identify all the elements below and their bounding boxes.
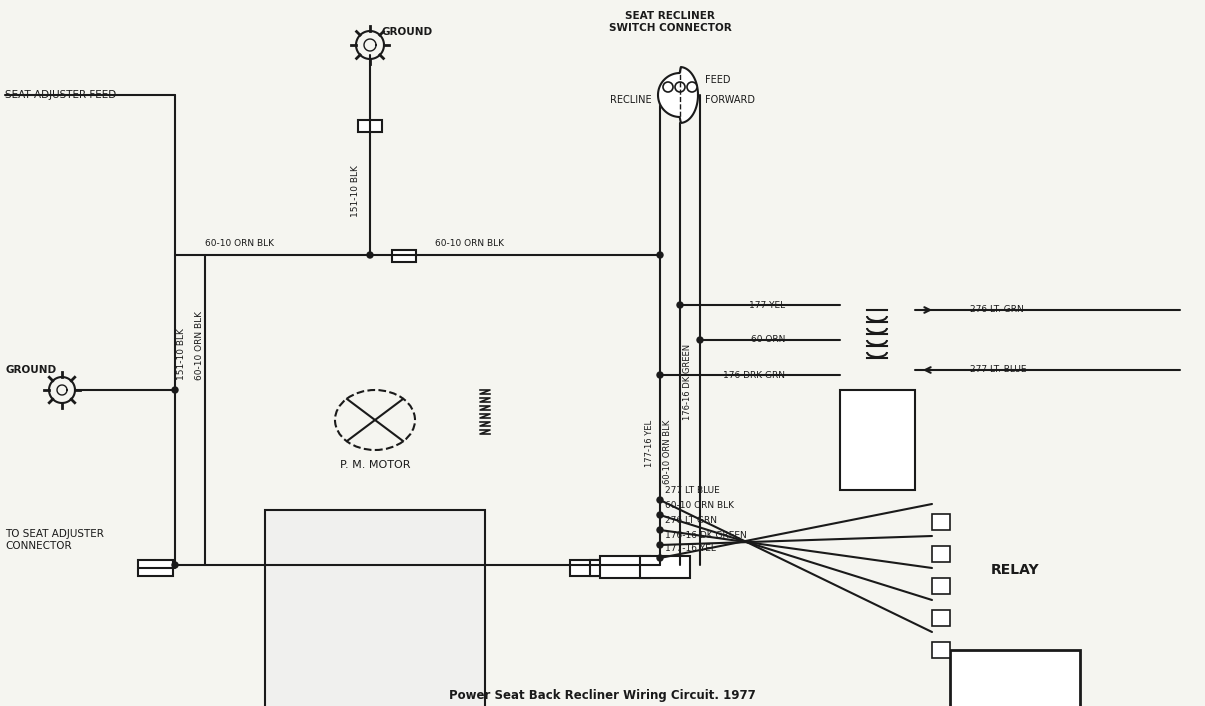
Bar [931,642,950,658]
Bar [265,510,484,706]
Circle shape [675,82,684,92]
Text: FEED: FEED [705,75,730,85]
Text: 60-10 ORN BLK: 60-10 ORN BLK [205,239,274,248]
Text: 151-10 BLK: 151-10 BLK [177,328,187,380]
Text: 60-10 ORN BLK: 60-10 ORN BLK [435,239,504,248]
Text: 151-10 BLK: 151-10 BLK [351,165,359,217]
Circle shape [368,252,374,258]
Text: 176-16 DK GREEN: 176-16 DK GREEN [665,531,747,540]
Bar [600,556,649,578]
Text: 276 LT GRN: 276 LT GRN [665,516,717,525]
Circle shape [657,372,663,378]
Bar [139,560,174,576]
Circle shape [696,337,703,343]
Circle shape [657,512,663,518]
Polygon shape [658,67,698,123]
Circle shape [663,82,674,92]
Circle shape [172,562,178,568]
Bar [931,578,950,594]
Circle shape [657,497,663,503]
Bar [570,560,600,576]
Text: SEAT ADJUSTER FEED: SEAT ADJUSTER FEED [5,90,116,100]
Text: RELAY: RELAY [991,563,1039,577]
Text: 177-16 YEL: 177-16 YEL [665,544,716,553]
Text: 176 DRK GRN: 176 DRK GRN [723,371,784,380]
Bar [640,556,690,578]
Text: GROUND: GROUND [5,365,57,375]
Text: Power Seat Back Recliner Wiring Circuit. 1977: Power Seat Back Recliner Wiring Circuit.… [448,688,756,702]
Bar [590,560,621,576]
Text: 277 LT. BLUE: 277 LT. BLUE [970,366,1027,374]
Text: 60-10 ORN BLK: 60-10 ORN BLK [664,420,672,484]
Text: FORWARD: FORWARD [705,95,756,105]
Text: P. M. MOTOR: P. M. MOTOR [340,460,410,470]
Text: RECLINE: RECLINE [611,95,652,105]
Text: SEAT RECLINER
SWITCH CONNECTOR: SEAT RECLINER SWITCH CONNECTOR [609,11,731,32]
Bar [840,390,915,490]
Text: 277 LT BLUE: 277 LT BLUE [665,486,719,495]
Text: 60-10 ORN BLK: 60-10 ORN BLK [665,501,734,510]
Text: 177-16 YEL: 177-16 YEL [646,420,654,467]
Text: 60-10 ORN BLK: 60-10 ORN BLK [195,311,205,380]
Text: 177 YEL: 177 YEL [748,301,784,309]
Circle shape [172,387,178,393]
Bar [931,546,950,562]
Text: 60 ORN: 60 ORN [751,335,784,345]
Text: 276 LT. GRN: 276 LT. GRN [970,306,1024,314]
Circle shape [657,542,663,548]
Circle shape [657,555,663,561]
Bar [358,120,382,132]
Circle shape [657,252,663,258]
Text: GROUND: GROUND [382,27,433,37]
Bar [950,650,1080,706]
Bar [931,610,950,626]
Text: 176-16 DK GREEN: 176-16 DK GREEN [683,344,693,420]
Circle shape [687,82,696,92]
Text: TO SEAT ADJUSTER
CONNECTOR: TO SEAT ADJUSTER CONNECTOR [5,530,104,551]
Bar [392,250,416,262]
Circle shape [657,527,663,533]
Bar [931,514,950,530]
Circle shape [677,302,683,308]
